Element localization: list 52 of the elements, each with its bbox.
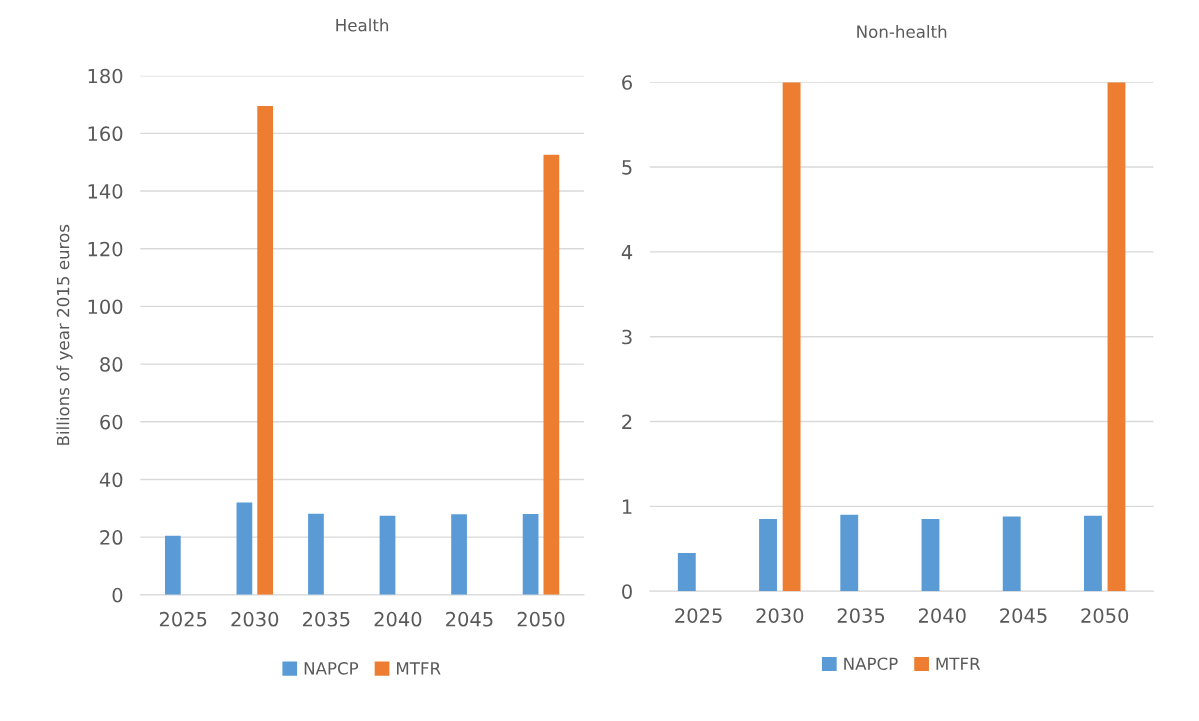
bar — [257, 105, 274, 595]
bar — [840, 514, 859, 592]
y-tick-label: 4 — [621, 245, 633, 260]
x-tick-label: 2025 — [159, 611, 207, 627]
bar — [677, 553, 696, 592]
legend-label: MTFR — [397, 662, 441, 675]
bar — [1002, 516, 1021, 592]
bar — [451, 514, 467, 595]
bar — [1083, 515, 1102, 592]
legend-label: MTFR — [936, 657, 981, 670]
bar — [921, 519, 940, 592]
bar — [236, 502, 253, 595]
legend-label: NAPCP — [304, 662, 359, 675]
y-tick-label: 5 — [622, 160, 632, 175]
y-tick-label: 3 — [622, 329, 632, 345]
bar — [164, 535, 181, 595]
y-tick-label: 60 — [100, 414, 123, 430]
y-tick-label: 6 — [622, 75, 632, 90]
x-tick-label: 2030 — [231, 611, 279, 627]
x-tick-label: 2040 — [374, 611, 422, 627]
chart-title: Health — [336, 18, 389, 32]
y-tick-label: 180 — [88, 68, 123, 84]
bar — [308, 513, 324, 595]
x-tick-label: 2050 — [517, 611, 565, 627]
bar — [379, 515, 396, 595]
y-tick-label: 20 — [100, 530, 123, 545]
y-tick-label: 160 — [88, 126, 123, 142]
x-tick-label: 2045 — [1000, 608, 1047, 623]
y-tick-label: 120 — [88, 241, 123, 257]
bar — [782, 82, 801, 592]
y-tick-label: 140 — [88, 184, 123, 199]
bar — [759, 519, 777, 592]
bar — [1107, 82, 1126, 592]
y-tick-label: 2 — [622, 414, 632, 429]
bar — [543, 154, 560, 595]
y-tick-label: 80 — [100, 357, 123, 372]
x-tick-label: 2045 — [446, 611, 493, 627]
y-tick-label: 0 — [622, 584, 632, 599]
x-tick-label: 2035 — [303, 611, 350, 627]
x-tick-label: 2035 — [837, 608, 885, 623]
y-tick-label: 0 — [112, 587, 123, 603]
legend-label: NAPCP — [844, 657, 898, 671]
x-tick-label: 2050 — [1081, 608, 1129, 623]
y-tick-label: 100 — [88, 299, 123, 315]
chart-title: Non-health — [857, 25, 947, 38]
y-tick-label: 40 — [99, 472, 123, 488]
y-tick-label: 1 — [622, 499, 632, 514]
x-tick-label: 2025 — [675, 608, 722, 623]
x-tick-label: 2030 — [756, 608, 804, 623]
bar — [522, 514, 539, 595]
y-axis-title: Billions of year 2015 euros — [56, 224, 73, 445]
x-tick-label: 2040 — [918, 608, 966, 623]
